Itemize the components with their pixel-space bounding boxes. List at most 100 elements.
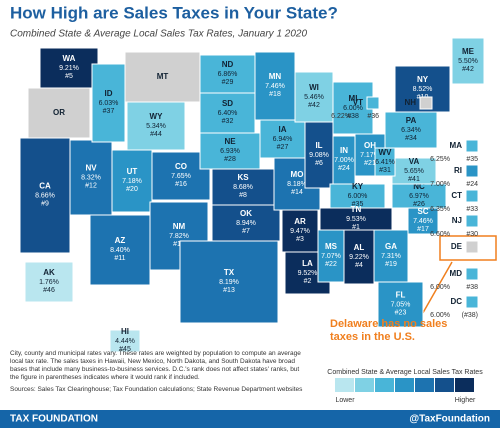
state-rate: 6.00% xyxy=(430,312,450,319)
state-rate: 6.25% xyxy=(430,156,450,163)
legend-swatch xyxy=(415,378,434,392)
state-rank: #2 xyxy=(304,278,312,285)
state-rank: #42 xyxy=(308,102,320,109)
state-abbr: NY xyxy=(417,75,429,84)
state-abbr: MO xyxy=(291,170,304,179)
state-rate: 8.32% xyxy=(81,174,101,181)
state-abbr: WI xyxy=(309,83,319,92)
state-rank: #24 xyxy=(466,181,478,188)
state-rate: 6.94% xyxy=(273,136,293,143)
state-abbr: MT xyxy=(157,72,169,81)
state-rank: #14 xyxy=(291,189,303,196)
state-rank: #35 xyxy=(352,201,364,208)
state-rank: #38 xyxy=(347,113,359,120)
state-abbr: ID xyxy=(105,89,113,98)
legend-title: Combined State & Average Local Sales Tax… xyxy=(327,369,483,376)
state-abbr: OK xyxy=(240,209,252,218)
state-rank: #37 xyxy=(103,108,115,115)
state-abbr: DC xyxy=(450,297,462,306)
state-abbr: WV xyxy=(379,148,393,157)
state-rank: #28 xyxy=(224,156,236,163)
state-rank: #12 xyxy=(85,182,97,189)
state-rank: #15 xyxy=(173,241,185,248)
state-rate: 4.44% xyxy=(115,338,135,345)
state-shape xyxy=(211,204,281,242)
state-rank: #20 xyxy=(126,186,138,193)
state-rate: 8.40% xyxy=(110,247,130,254)
state-abbr: WY xyxy=(150,112,164,121)
footer-brand: TAX FOUNDATION xyxy=(10,414,98,425)
state-rank: #1 xyxy=(352,224,360,231)
state-rank: #16 xyxy=(175,181,187,188)
state-shape xyxy=(294,71,334,123)
state-abbr: DE xyxy=(451,242,463,251)
state-abbr: RI xyxy=(454,166,462,175)
state-shape xyxy=(384,111,438,149)
state-shape xyxy=(465,214,479,228)
state-rate: 8.94% xyxy=(236,220,256,227)
state-rank: (#38) xyxy=(462,312,478,319)
state-abbr: CA xyxy=(39,182,51,191)
state-abbr: SD xyxy=(222,99,233,108)
annotation: Delaware has no sales taxes in the U.S. xyxy=(330,318,448,343)
state-rate: 6.34% xyxy=(401,127,421,134)
state-rank: #7 xyxy=(242,228,250,235)
state-rank: #13 xyxy=(223,287,235,294)
state-rank: #41 xyxy=(408,176,420,183)
state-rate: 7.07% xyxy=(321,253,341,260)
state-rank: #18 xyxy=(269,91,281,98)
state-rank: #5 xyxy=(65,73,73,80)
state-rate: 8.68% xyxy=(233,184,253,191)
state-rate: 1.76% xyxy=(39,279,59,286)
state-rate: 7.00% xyxy=(334,157,354,164)
legend-swatch xyxy=(455,378,474,392)
subtitle: Combined State & Average Local Sales Tax… xyxy=(10,29,307,40)
state-shape xyxy=(211,168,275,206)
state-rank: #4 xyxy=(355,262,363,269)
state-shape xyxy=(179,240,279,324)
state-rate: 7.00% xyxy=(430,181,450,188)
state-abbr: VT xyxy=(353,98,363,107)
state-abbr: AK xyxy=(43,268,55,277)
state-rank: #35 xyxy=(466,156,478,163)
state-rank: #44 xyxy=(150,131,162,138)
state-shape xyxy=(27,87,91,139)
state-shape xyxy=(366,96,380,110)
state-rank: #34 xyxy=(405,135,417,142)
state-rank: #8 xyxy=(239,192,247,199)
state-abbr: NV xyxy=(85,164,97,173)
state-abbr: PA xyxy=(406,116,417,125)
state-rate: 8.18% xyxy=(287,181,307,188)
state-shape xyxy=(407,207,439,235)
state-rate: 6.86% xyxy=(218,71,238,78)
state-rate: 7.65% xyxy=(171,173,191,180)
state-rate: 7.46% xyxy=(413,218,433,225)
state-rate: 7.18% xyxy=(122,178,142,185)
state-abbr: OR xyxy=(53,108,65,117)
state-abbr: MS xyxy=(325,242,338,251)
state-shape xyxy=(281,209,319,253)
state-rank: #23 xyxy=(395,309,407,316)
state-abbr: SC xyxy=(417,207,428,216)
state-shape xyxy=(199,54,256,94)
state-rank: #42 xyxy=(462,66,474,73)
state-rate: 9.52% xyxy=(298,270,318,277)
legend-swatch xyxy=(435,378,454,392)
state-shape xyxy=(24,261,74,303)
state-rate: 5.50% xyxy=(458,58,478,65)
state-abbr: IN xyxy=(340,146,348,155)
state-abbr: KY xyxy=(352,182,364,191)
state-abbr: ND xyxy=(222,60,234,69)
state-rank: #30 xyxy=(466,231,478,238)
state-abbr: HI xyxy=(121,327,129,336)
state-rate: 9.47% xyxy=(290,228,310,235)
state-rate: 5.46% xyxy=(304,94,324,101)
state-abbr: MI xyxy=(349,94,358,103)
legend-low: Lower xyxy=(335,397,355,404)
legend-high: Higher xyxy=(455,397,476,404)
state-rank: #46 xyxy=(43,287,55,294)
state-rate: 6.22% xyxy=(331,113,351,120)
state-rank: #21 xyxy=(364,160,376,167)
state-shape xyxy=(89,214,151,286)
